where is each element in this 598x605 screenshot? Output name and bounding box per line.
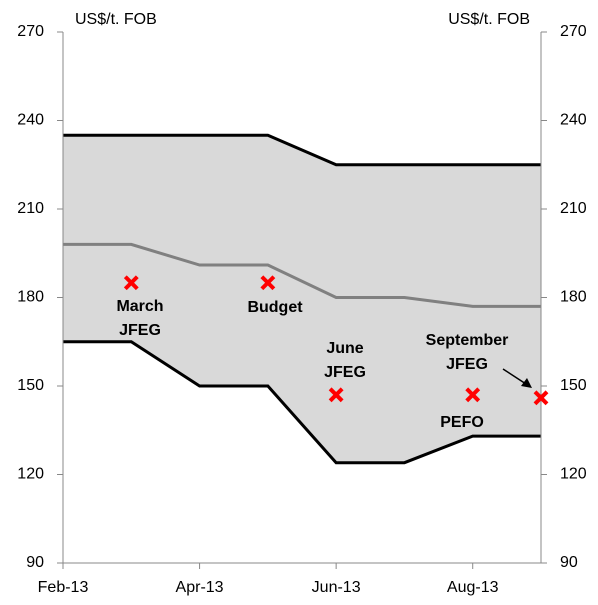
y-tick-label: 150 [17,377,44,394]
y2-tick-label: 120 [560,466,587,483]
y2-tick-label: 240 [560,112,587,129]
x-tick-label: Apr-13 [176,579,224,596]
arrow-line [502,368,527,385]
y2-tick-label: 270 [560,23,587,40]
y-tick-label: 90 [26,554,44,571]
y2-tick-label: 180 [560,289,587,306]
marker-label: March [116,298,163,315]
series-line [63,133,541,167]
y2-tick-label: 90 [560,554,578,571]
marker-stroke [328,387,344,403]
marker-label: June [326,340,363,357]
y-tick-label: 120 [17,466,44,483]
marker [123,275,139,291]
marker-stroke [465,387,481,403]
series-line [63,340,541,465]
marker [533,390,549,406]
marker-label: JFEG [119,322,161,339]
y-tick-label: 210 [17,200,44,217]
marker-label: JFEG [446,356,488,373]
marker-stroke [123,275,139,291]
marker [260,275,276,291]
x-tick-label: Aug-13 [447,579,499,596]
y-tick-label: 180 [17,289,44,306]
series-line [63,242,541,308]
marker-stroke [260,275,276,291]
marker-stroke [533,390,549,406]
x-tick-label: Jun-13 [312,579,361,596]
y2-tick-label: 210 [560,200,587,217]
y-tick-label: 240 [17,112,44,129]
arrow-head [521,378,532,388]
marker-label: JFEG [324,364,366,381]
marker-label: Budget [247,299,303,316]
y2-tick-label: 150 [560,377,587,394]
marker-label: PEFO [440,414,484,431]
y-axis-label: US$/t. FOB [75,11,157,28]
y-tick-label: 270 [17,23,44,40]
x-tick-label: Feb-13 [38,579,89,596]
marker-label: September [426,332,509,349]
band-fill [63,135,541,463]
marker [328,387,344,403]
y2-axis-label: US$/t. FOB [448,11,530,28]
marker [465,387,481,403]
